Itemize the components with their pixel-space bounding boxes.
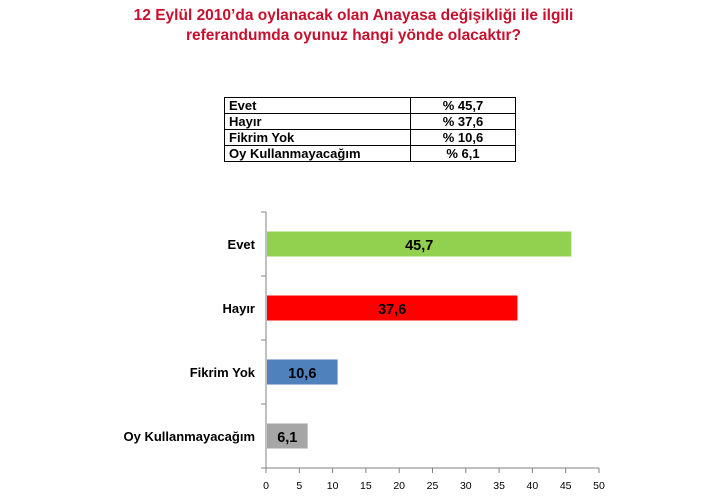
category-label: Oy Kullanmayacağım — [124, 429, 256, 444]
x-tick-label: 45 — [560, 480, 572, 492]
x-tick-label: 30 — [460, 480, 472, 492]
bar-3 — [267, 359, 338, 385]
table-cell-value: % 6,1 — [410, 145, 516, 162]
category-label: Fikrim Yok — [190, 365, 256, 380]
x-tick-label: 10 — [327, 480, 339, 492]
bar-value-label: 6,1 — [277, 430, 297, 446]
bar-1 — [267, 231, 572, 257]
table-cell-label: Oy Kullanmayacağım — [224, 145, 411, 162]
table-row: Oy Kullanmayacağım % 6,1 — [224, 145, 516, 162]
category-label: Hayır — [222, 301, 255, 316]
bar-value-label: 37,6 — [378, 302, 406, 318]
bar-2 — [267, 295, 518, 321]
chart-title: 12 Eylül 2010’da oylanacak olan Anayasa … — [0, 6, 707, 46]
table-row: Evet % 45,7 — [224, 97, 516, 114]
x-tick-label: 25 — [427, 480, 439, 492]
bar-value-label: 10,6 — [288, 366, 316, 382]
summary-table: Evet % 45,7 Hayır % 37,6 Fikrim Yok % 10… — [224, 97, 516, 162]
x-tick-label: 20 — [393, 480, 405, 492]
x-tick-label: 5 — [296, 480, 302, 492]
x-tick-label: 35 — [493, 480, 505, 492]
title-line-2: referandumda oyunuz hangi yönde olacaktı… — [185, 27, 522, 44]
bar-value-label: 45,7 — [405, 238, 433, 254]
x-tick-label: 15 — [360, 480, 372, 492]
x-tick-label: 0 — [263, 480, 269, 492]
category-label: Evet — [228, 237, 256, 252]
bar-4 — [267, 423, 308, 449]
x-tick-label: 40 — [527, 480, 539, 492]
title-line-1: 12 Eylül 2010’da oylanacak olan Anayasa … — [133, 7, 574, 24]
x-tick-label: 50 — [593, 480, 605, 492]
